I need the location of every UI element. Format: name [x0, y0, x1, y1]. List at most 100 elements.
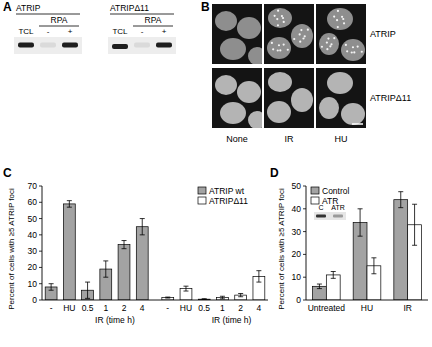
error-bar [49, 284, 54, 291]
blot-band [156, 43, 172, 48]
lane-label: - [47, 27, 50, 36]
focus [352, 46, 354, 48]
error-bar [256, 271, 261, 282]
y-tick-label: 50 [28, 214, 38, 224]
blot-background [108, 37, 176, 54]
legend-label: ATRIPΔ11 [209, 196, 248, 206]
bar [313, 286, 327, 300]
ip-label: RPA [51, 15, 68, 25]
error-cap [238, 293, 243, 294]
error-cap [165, 298, 170, 299]
group-rule [110, 14, 174, 15]
nucleus [248, 47, 262, 64]
y-tick-label: 30 [292, 227, 302, 237]
error-bar [103, 261, 108, 277]
figure: AATRIPRPATCL-+ATRIPΔ11RPATCL-+BATRIPNone… [0, 0, 432, 347]
error-cap [49, 283, 54, 284]
error-cap [67, 200, 72, 201]
nucleus [327, 8, 353, 30]
error-bar [183, 286, 188, 291]
error-bar [238, 293, 243, 296]
y-axis-label: Percent of cells with ≥5 ATRIP foci [277, 188, 286, 310]
error-cap [256, 270, 261, 271]
focus [302, 37, 304, 39]
focus [326, 48, 328, 50]
legend-swatch [198, 187, 206, 194]
error-cap [165, 297, 170, 298]
error-cap [398, 191, 403, 192]
row-label: ATRIPΔ11 [370, 93, 411, 103]
focus [337, 10, 339, 12]
focus [346, 50, 348, 52]
error-cap [256, 282, 261, 283]
micrograph [264, 4, 314, 64]
error-bar [140, 219, 145, 235]
bar [63, 204, 75, 300]
error-stem [124, 241, 125, 249]
ip-label: RPA [145, 15, 162, 25]
focus [287, 49, 289, 51]
x-tick-label: IR [403, 303, 412, 313]
error-cap [331, 271, 336, 272]
focus [283, 43, 285, 45]
column-label: None [226, 134, 248, 144]
focus [307, 29, 309, 31]
inset-blot [314, 212, 346, 220]
x-tick-label: Untreated [308, 303, 346, 313]
error-cap [331, 278, 336, 279]
inset-label: ATR [331, 204, 344, 211]
error-bar [85, 282, 90, 298]
error-bar [412, 204, 417, 245]
panel-letter: C [3, 166, 12, 180]
focus [300, 29, 302, 31]
blot-band [18, 43, 34, 48]
blot-band [40, 43, 56, 48]
y-tick-label: 40 [28, 230, 38, 240]
error-stem [69, 201, 70, 208]
y-tick-label: 70 [28, 181, 38, 191]
error-stem [240, 293, 241, 296]
nucleus [341, 39, 365, 61]
nucleus [267, 37, 291, 59]
nucleus [268, 8, 292, 28]
error-bar [67, 201, 72, 208]
lane-label: TCL [18, 27, 34, 36]
error-bar [165, 297, 170, 299]
focus [337, 26, 339, 28]
error-cap [122, 240, 127, 241]
lane-label: + [162, 27, 167, 36]
bar [326, 275, 340, 300]
error-cap [412, 204, 417, 205]
legend-swatch [311, 187, 319, 194]
error-cap [183, 286, 188, 287]
focus [283, 21, 285, 23]
group-label: ATRIPΔ11 [110, 3, 149, 13]
focus [279, 49, 281, 51]
error-cap [220, 296, 225, 297]
error-cap [140, 218, 145, 219]
bar [118, 245, 130, 300]
lane-label: + [68, 27, 73, 36]
axis-annotation: IR (time h) [212, 315, 252, 325]
nucleus [267, 101, 291, 123]
error-bar [317, 284, 322, 289]
nucleus [220, 38, 246, 60]
y-axis-label: Percent of cells with ≥5 ATRIP foci [7, 188, 16, 310]
x-tick-label: - [50, 303, 53, 313]
focus [321, 46, 323, 48]
micrograph [316, 4, 366, 64]
error-cap [220, 298, 225, 299]
focus [282, 17, 284, 19]
focus [357, 45, 359, 47]
column-label: HU [335, 134, 348, 144]
focus [281, 15, 283, 17]
y-tick-label: 60 [28, 197, 38, 207]
lane-label: TCL [112, 27, 128, 36]
y-tick-label: 20 [292, 249, 302, 259]
ip-rule [133, 26, 173, 27]
focus [341, 16, 343, 18]
error-cap [202, 298, 207, 299]
error-cap [85, 298, 90, 299]
nucleus [248, 111, 262, 128]
focus [327, 37, 329, 39]
